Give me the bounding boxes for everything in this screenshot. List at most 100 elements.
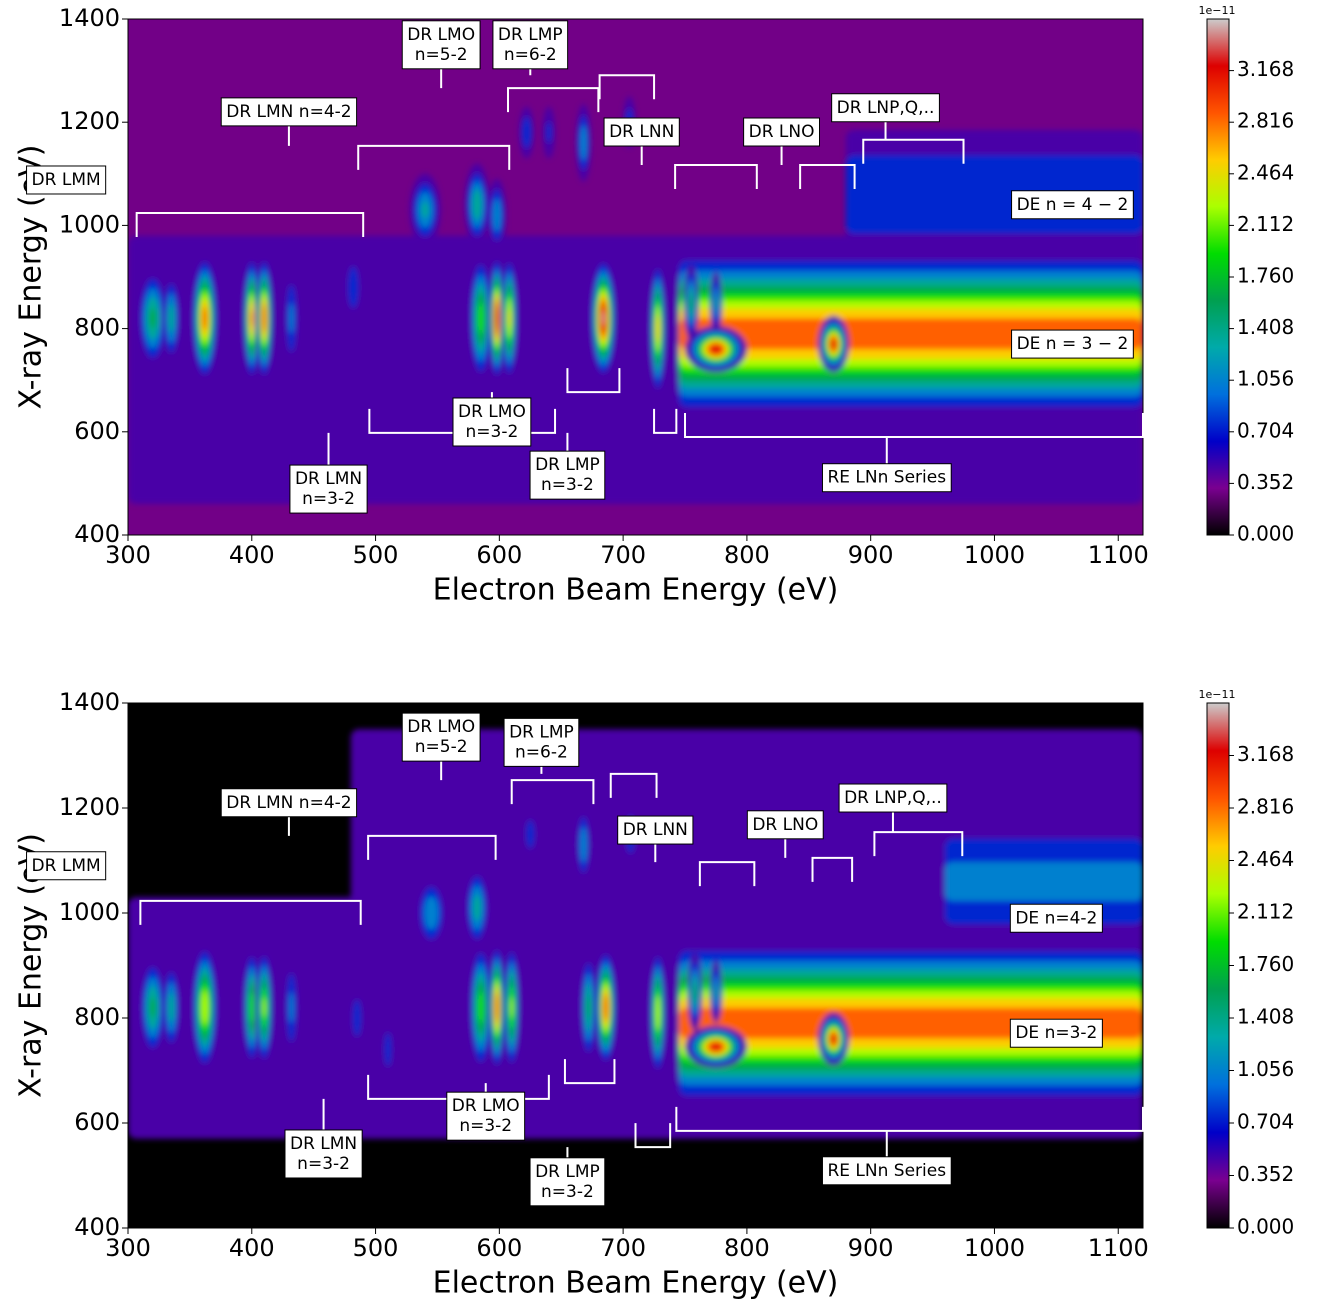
annotation-box [289, 464, 368, 514]
peak [202, 306, 208, 331]
annotation-text: DE n = 4 − 2 [1017, 195, 1129, 215]
panel: 300 400 500 600 700 800 900 1000 110040060080010… [14, 4, 1295, 608]
annotation-text: DE n=3-2 [1015, 1023, 1097, 1043]
peak [586, 996, 591, 1019]
annotation-box [831, 93, 940, 123]
annotation-box [503, 717, 580, 767]
peak [580, 826, 587, 863]
annotation: DE n = 4 − 2 [1011, 190, 1134, 220]
annotation-text: DR LMP [535, 1162, 600, 1182]
panel: 300 400 500 600 700 800 900 1000 110040060080010… [14, 688, 1295, 1301]
annotation-text: DR LNN [623, 820, 688, 840]
heatmap [128, 19, 1143, 535]
annotation-text: DR LMM [32, 170, 101, 190]
annotation-text: DR LNO [749, 122, 815, 142]
x-axis-label: Electron Beam Energy (eV) [433, 1266, 839, 1301]
colorbar-tick-label: 0.704 [1237, 418, 1294, 442]
annotation-text: n=3-2 [297, 1154, 350, 1174]
annotation: RE LNn Series [684, 412, 1144, 493]
peak [495, 304, 499, 332]
peak [149, 308, 156, 329]
y-tick-label: 800 [74, 1003, 120, 1031]
annotation-box [743, 117, 820, 147]
peak [477, 991, 484, 1024]
y-tick-label: 1400 [59, 4, 120, 32]
x-tick-label: 800 [724, 541, 770, 569]
annotation-box [284, 1129, 363, 1179]
colorbar [1206, 18, 1230, 536]
colorbar-tick-label: 1.408 [1237, 1005, 1294, 1029]
peak [352, 999, 362, 1037]
annotation-box [529, 450, 606, 500]
annotation: DR LNP,Q,.. [831, 93, 965, 164]
annotation: DR LMN n=4-2 [220, 788, 497, 860]
x-tick-label: 1100 [1088, 541, 1149, 569]
peak [603, 994, 609, 1021]
annotation-box [617, 815, 694, 845]
peak [472, 189, 482, 221]
peak [289, 991, 294, 1024]
annotation-text: n=3-2 [466, 422, 519, 442]
annotation-text: n=5-2 [415, 737, 468, 757]
colorbar-tick-label: 3.168 [1237, 57, 1294, 81]
plot-frame [127, 702, 1144, 1229]
colorbar-tick-label: 1.760 [1237, 952, 1294, 976]
x-tick-label: 800 [724, 1234, 770, 1262]
annotation-text: DR LMN n=4-2 [226, 102, 351, 122]
y-tick-label: 1000 [59, 210, 120, 238]
colorbar-tick-label: 2.816 [1237, 109, 1294, 133]
colorbar-tick-label: 1.760 [1237, 264, 1294, 288]
annotation-box [26, 851, 107, 881]
colorbar-tick-label: 1.408 [1237, 315, 1294, 339]
annotation-box [401, 20, 481, 70]
peak [508, 308, 511, 328]
annotation-text: n=6-2 [504, 45, 557, 65]
annotation-text: DR LNO [752, 815, 818, 835]
peak [250, 309, 253, 327]
y-tick-label: 800 [74, 314, 120, 342]
peak [546, 121, 552, 144]
peak [384, 1032, 392, 1067]
peak [526, 820, 535, 849]
peak [477, 302, 484, 335]
annotation-text: DR LMO [458, 402, 526, 422]
annotation-box [529, 1157, 606, 1207]
annotation: DR LNO [746, 810, 854, 882]
x-tick-label: 1100 [1088, 1234, 1149, 1262]
annotation-box [446, 1091, 526, 1141]
annotation-box [401, 712, 481, 762]
x-tick-label: 600 [476, 1234, 522, 1262]
colorbar-tick-label: 1.056 [1237, 1057, 1294, 1081]
colorbar-tick-label: 2.464 [1237, 847, 1294, 871]
x-tick-label: 900 [848, 1234, 894, 1262]
annotation-text: DR LNN [609, 122, 674, 142]
annotation-text: DR LMP [535, 455, 600, 475]
y-tick-label: 600 [74, 1108, 120, 1136]
peak [168, 303, 175, 333]
peak [262, 303, 267, 333]
colorbar-tick-label: 3.168 [1237, 742, 1294, 766]
annotation-text: n=6-2 [515, 742, 568, 762]
annotation-box [821, 463, 952, 493]
annotation: RE LNn Series [675, 1106, 1144, 1186]
peak [709, 344, 723, 354]
colorbar-scale: 1e−11 [1199, 688, 1236, 701]
annotation-text: DR LMN n=4-2 [226, 793, 351, 813]
peak [289, 303, 294, 334]
annotation-text: n=3-2 [302, 489, 355, 509]
annotation-box [220, 97, 358, 127]
colorbar-tick-label: 0.000 [1237, 1215, 1294, 1239]
annotation: DR LNN [617, 815, 756, 887]
annotation-box [821, 1156, 952, 1186]
annotation: DR LNN [603, 117, 758, 190]
y-tick-label: 400 [74, 520, 120, 548]
x-tick-label: 600 [476, 541, 522, 569]
peak [601, 311, 605, 326]
peak [495, 992, 499, 1023]
x-tick-label: 300 [105, 1234, 151, 1262]
peak [693, 984, 697, 1000]
